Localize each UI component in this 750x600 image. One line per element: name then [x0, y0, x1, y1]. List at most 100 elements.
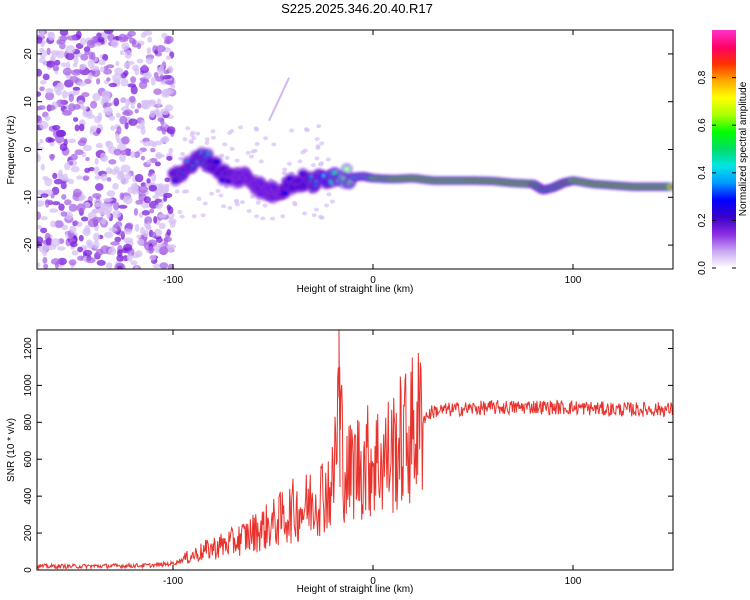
colorbar-tick-label: 0.6 — [697, 118, 708, 132]
noise-speckle-blob — [59, 30, 69, 36]
noise-speckle-blob — [52, 201, 61, 206]
noise-speckle-blob — [112, 73, 122, 82]
noise-speckle-blob — [245, 150, 251, 155]
noise-speckle-blob — [135, 250, 143, 258]
snr-plot-area — [37, 330, 673, 570]
noise-speckle-blob — [102, 54, 109, 61]
noise-speckle-blob — [75, 30, 82, 39]
noise-speckle-blob — [76, 175, 83, 180]
noise-speckle-blob — [124, 49, 132, 59]
noise-speckle-blob — [155, 45, 166, 53]
noise-speckle-blob — [40, 163, 45, 171]
chart-title: S225.2025.346.20.40.R17 — [281, 1, 433, 16]
noise-speckle-blob — [141, 79, 150, 84]
noise-speckle-blob — [165, 55, 172, 60]
noise-speckle-blob — [246, 209, 252, 213]
noise-speckle-blob — [154, 161, 161, 167]
noise-speckle-blob — [37, 142, 41, 147]
noise-speckle-blob — [83, 249, 93, 256]
noise-speckle-blob — [258, 159, 264, 164]
noise-speckle-blob — [88, 51, 94, 60]
noise-speckle-blob — [111, 210, 122, 219]
noise-speckle-blob — [211, 135, 216, 140]
noise-speckle-blob — [112, 182, 119, 190]
x-tick-label: 0 — [370, 576, 376, 587]
noise-speckle-blob — [106, 262, 113, 269]
noise-speckle-blob — [271, 142, 277, 147]
noise-speckle-blob — [191, 214, 197, 219]
noise-speckle-blob — [85, 156, 90, 162]
noise-speckle-blob — [119, 153, 126, 162]
noise-speckle-blob — [115, 60, 120, 67]
noise-speckle-blob — [106, 177, 112, 182]
noise-speckle-blob — [113, 166, 120, 173]
noise-speckle-blob — [144, 72, 152, 80]
noise-speckle-blob — [38, 243, 48, 253]
noise-speckle-blob — [218, 193, 224, 198]
noise-speckle-blob — [96, 127, 101, 134]
noise-speckle-blob — [224, 155, 230, 160]
noise-speckle-blob — [164, 177, 171, 183]
noise-speckle-blob — [55, 129, 66, 138]
noise-speckle-blob — [195, 131, 201, 136]
noise-speckle-blob — [215, 188, 221, 193]
noise-speckle-blob — [204, 137, 210, 142]
noise-speckle — [37, 30, 335, 269]
noise-speckle-blob — [270, 216, 275, 221]
noise-speckle-blob — [70, 153, 78, 161]
noise-speckle-blob — [163, 237, 169, 244]
noise-speckle-blob — [52, 124, 61, 131]
y-tick-label: 800 — [23, 414, 34, 431]
noise-speckle-blob — [108, 82, 118, 88]
noise-speckle-blob — [145, 57, 153, 65]
noise-speckle-blob — [134, 108, 139, 114]
noise-speckle-blob — [105, 204, 113, 213]
y-tick-label: 1200 — [23, 337, 34, 360]
noise-speckle-blob — [90, 125, 98, 133]
noise-speckle-blob — [82, 175, 90, 181]
noise-speckle-blob — [84, 225, 91, 234]
noise-speckle-blob — [140, 119, 145, 126]
noise-speckle-blob — [93, 42, 102, 47]
ridge-core — [668, 185, 673, 189]
noise-speckle-blob — [189, 133, 195, 138]
faint-streak — [268, 77, 290, 122]
noise-speckle-blob — [60, 211, 68, 217]
noise-speckle-blob — [37, 200, 45, 207]
noise-speckle-blob — [159, 64, 165, 73]
noise-speckle-blob — [152, 263, 161, 269]
noise-speckle-blob — [123, 227, 133, 235]
noise-speckle-blob — [324, 203, 330, 208]
noise-speckle-blob — [304, 128, 310, 133]
noise-speckle-blob — [56, 99, 66, 108]
noise-speckle-blob — [53, 178, 63, 185]
noise-speckle-blob — [146, 221, 151, 230]
noise-speckle-blob — [137, 102, 142, 109]
noise-speckle-blob — [93, 232, 100, 242]
noise-speckle-blob — [148, 184, 157, 192]
noise-speckle-blob — [154, 198, 162, 203]
noise-speckle-blob — [68, 259, 77, 266]
noise-speckle-blob — [108, 115, 116, 121]
noise-speckle-blob — [76, 81, 87, 87]
noise-speckle-blob — [73, 117, 79, 122]
noise-speckle-blob — [87, 72, 93, 80]
noise-speckle-blob — [263, 136, 269, 141]
noise-speckle-blob — [118, 33, 127, 43]
noise-speckle-blob — [166, 229, 172, 236]
noise-speckle-blob — [108, 159, 117, 165]
noise-speckle-blob — [52, 172, 58, 179]
noise-speckle-blob — [59, 35, 68, 42]
noise-speckle-blob — [96, 78, 101, 85]
noise-speckle-blob — [110, 39, 119, 48]
noise-speckle-blob — [128, 118, 138, 126]
noise-speckle-blob — [98, 59, 106, 66]
noise-speckle-blob — [143, 196, 151, 204]
noise-speckle-blob — [68, 203, 78, 212]
noise-speckle-blob — [37, 36, 43, 44]
y-tick-label: -10 — [23, 190, 34, 205]
noise-speckle-blob — [94, 157, 99, 165]
y-tick-label: 400 — [23, 487, 34, 504]
noise-speckle-blob — [69, 76, 79, 83]
noise-speckle-blob — [46, 47, 51, 56]
